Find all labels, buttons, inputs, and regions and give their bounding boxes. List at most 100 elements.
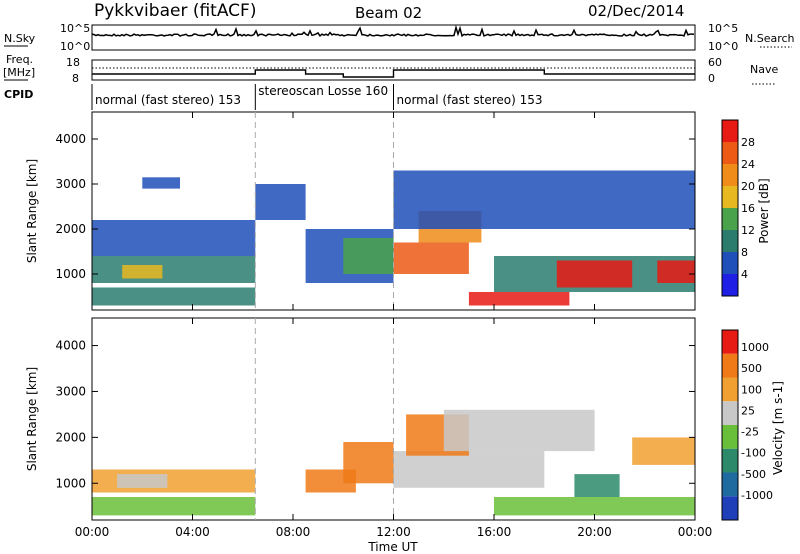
- x-tick-label: 20:00: [577, 525, 612, 539]
- scatter-region: [92, 469, 256, 493]
- scatter-region: [255, 184, 306, 220]
- colorbar-swatch: [722, 330, 738, 354]
- freq-strip: Freq. [MHz] 18 8 60 0 Nave: [3, 53, 778, 85]
- cpid-mode-label: normal (fast stereo) 153: [95, 93, 241, 107]
- colorbar-swatch: [722, 425, 738, 449]
- colorbar-tick-label: 4: [741, 268, 748, 281]
- nsky-strip-frame: [91, 24, 696, 51]
- velocity-colorbar-label: Velocity [m s-1]: [771, 381, 785, 475]
- nsearch-label: N.Search: [745, 32, 795, 45]
- scatter-region: [92, 256, 256, 283]
- colorbar-tick-label: 25: [741, 404, 755, 417]
- colorbar-tick-label: -1000: [741, 489, 773, 502]
- colorbar-tick-label: 500: [741, 362, 762, 375]
- colorbar-tick-label: -500: [741, 468, 766, 481]
- scatter-region: [117, 474, 168, 488]
- nsky-strip: N.Sky 10^5 10^0 10^5 10^0 N.Search: [4, 22, 795, 53]
- y-tick-label: 2000: [55, 430, 86, 444]
- y-tick-label: 3000: [55, 385, 86, 399]
- y-axis-label: Slant Range [km]: [25, 367, 39, 471]
- scatter-region: [393, 242, 469, 274]
- power-panel: 1000 2000 3000 4000 Slant Range [km]: [25, 111, 696, 311]
- time-axis-label: Time UT: [367, 540, 418, 554]
- cpid-strip: CPID normal (fast stereo) 153 stereoscan …: [4, 84, 543, 110]
- x-tick-label: 04:00: [175, 525, 210, 539]
- colorbar-swatch: [722, 164, 738, 186]
- scatter-region: [393, 451, 545, 488]
- nsearch-tick-bottom: 10^0: [708, 40, 738, 53]
- colorbar-swatch: [722, 353, 738, 378]
- colorbar-swatch: [722, 274, 738, 296]
- scatter-region: [92, 497, 256, 516]
- colorbar-swatch: [722, 401, 738, 426]
- velocity-panel: 1000 2000 3000 4000 Slant Range [km] 00:00 04:…: [25, 317, 713, 539]
- freq-unit-label: [MHz]: [3, 66, 35, 79]
- colorbar-tick-label: -100: [741, 447, 766, 460]
- colorbar-swatch: [722, 448, 738, 473]
- cpid-label: CPID: [4, 88, 33, 101]
- time-axis: Time UT: [367, 540, 418, 554]
- nsky-trace: [91, 24, 695, 38]
- colorbar-swatch: [722, 142, 738, 164]
- y-tick-label: 2000: [55, 222, 86, 236]
- scatter-region: [92, 220, 256, 256]
- power-colorbar: Power [dB] 4 8 12 16 20 24 28: [721, 119, 771, 297]
- colorbar-frame: [721, 119, 739, 297]
- colorbar-swatch: [722, 252, 738, 274]
- station-title: Pykkvibaer (fitACF): [94, 1, 256, 21]
- freq-tick-top: 18: [66, 56, 80, 69]
- beam-title: Beam 02: [355, 4, 422, 22]
- power-colorbar-label: Power [dB]: [757, 178, 771, 243]
- x-tick-label: 12:00: [376, 525, 411, 539]
- freq-strip-frame: [91, 59, 696, 81]
- colorbar-swatch: [722, 186, 738, 208]
- colorbar-swatch: [722, 377, 738, 402]
- cpid-mode-label: normal (fast stereo) 153: [397, 93, 543, 107]
- scatter-region: [443, 409, 595, 452]
- freq-label: Freq.: [6, 53, 33, 66]
- scatter-region: [556, 260, 633, 288]
- colorbar-swatch: [722, 472, 738, 497]
- x-tick-label: 08:00: [276, 525, 311, 539]
- scatter-region: [494, 497, 695, 516]
- scatter-region: [122, 265, 163, 279]
- y-axis-label: Slant Range [km]: [25, 159, 39, 263]
- scatter-region: [92, 287, 256, 306]
- colorbar-tick-label: 12: [741, 224, 755, 237]
- y-tick-label: 1000: [55, 267, 86, 281]
- freq-tick-bottom: 8: [72, 72, 79, 85]
- y-tick-label: 3000: [55, 177, 86, 191]
- nsky-label: N.Sky: [4, 32, 36, 45]
- scatter-region: [343, 238, 394, 274]
- nsearch-tick-top: 10^5: [708, 22, 738, 35]
- colorbar-tick-label: 24: [741, 158, 755, 171]
- nsky-tick-top: 10^5: [60, 22, 90, 35]
- colorbar-swatch: [722, 496, 738, 521]
- colorbar-swatch: [722, 120, 738, 142]
- colorbar-tick-label: 8: [741, 246, 748, 259]
- colorbar-tick-label: 16: [741, 202, 755, 215]
- x-tick-label: 00:00: [75, 525, 110, 539]
- freq-trace: [92, 69, 695, 78]
- cpid-mode-label: stereoscan Losse 160: [258, 84, 388, 98]
- colorbar-tick-label: 28: [741, 136, 755, 149]
- colorbar-swatch: [722, 230, 738, 252]
- scatter-region: [142, 177, 180, 189]
- x-tick-label: 00:00: [678, 525, 713, 539]
- scatter-region: [657, 260, 695, 283]
- velocity-colorbar: Velocity [m s-1] 1000 500 100 25 -25 -100 -500…: [721, 329, 785, 521]
- scatter-region: [632, 437, 695, 465]
- nave-tick-bottom: 0: [708, 72, 715, 85]
- date-title: 02/Dec/2014: [588, 2, 684, 20]
- nsky-tick-bottom: 10^0: [60, 40, 90, 53]
- y-tick-label: 1000: [55, 476, 86, 490]
- nave-tick-top: 60: [708, 56, 722, 69]
- colorbar-swatch: [722, 208, 738, 230]
- scatter-region: [343, 442, 394, 484]
- colorbar-tick-label: -25: [741, 426, 759, 439]
- colorbar-tick-label: 100: [741, 383, 762, 396]
- y-tick-label: 4000: [55, 132, 86, 146]
- x-tick-label: 16:00: [477, 525, 512, 539]
- scatter-region: [574, 474, 620, 498]
